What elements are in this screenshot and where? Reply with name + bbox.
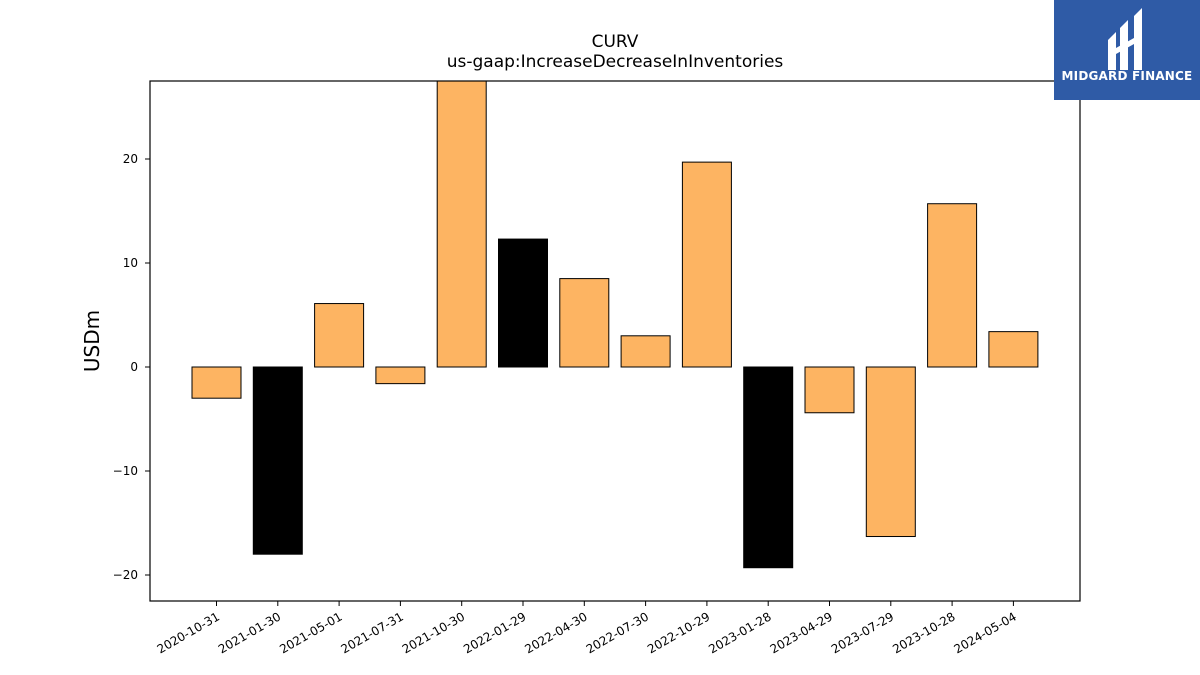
bar-2023-01-28 (743, 366, 794, 569)
bar-2022-10-29 (681, 161, 732, 368)
y-axis-label: USDm (80, 310, 104, 372)
x-tick-label: 2023-10-28 (890, 609, 957, 656)
y-tick-label: 20 (123, 152, 138, 166)
x-tick-label: 2021-05-01 (277, 609, 344, 656)
x-tick-label: 2022-04-30 (522, 609, 589, 656)
x-tick-label: 2023-07-29 (829, 609, 896, 656)
x-tick-label: 2023-01-28 (706, 609, 773, 656)
x-tick-label: 2023-04-29 (768, 609, 835, 656)
plot-frame (149, 80, 1081, 602)
bar-2023-10-28 (927, 203, 978, 368)
x-tick-label: 2022-07-30 (584, 609, 651, 656)
bar-2023-04-29 (804, 366, 855, 414)
chart-title: CURV (591, 32, 639, 52)
bar-2022-01-29 (498, 238, 548, 368)
x-tick-label: 2020-10-31 (155, 609, 222, 656)
chart-subtitle: us-gaap:IncreaseDecreaseInInventories (446, 52, 784, 72)
x-tick-label: 2024-05-04 (951, 609, 1018, 656)
y-tick-label: 10 (123, 256, 138, 270)
x-tick-label: 2021-07-31 (338, 609, 405, 656)
x-tick-label: 2022-01-29 (461, 609, 528, 656)
midgard-logo-icon (1108, 8, 1142, 70)
bar-2021-01-30 (252, 366, 303, 555)
bar-2020-10-31 (191, 366, 242, 399)
bar-2021-05-01 (314, 303, 365, 368)
y-tick-label: −10 (113, 464, 138, 478)
logo-text: MIDGARD FINANCE (1061, 69, 1193, 83)
bar-2022-04-30 (559, 278, 610, 368)
bar-2024-05-04 (988, 331, 1039, 368)
y-tick-label: −20 (113, 568, 138, 582)
x-tick-label: 2021-10-30 (400, 609, 467, 656)
midgard-finance-logo: MIDGARD FINANCE (1054, 0, 1200, 100)
bar-2023-07-29 (865, 366, 916, 538)
x-tick-label: 2022-10-29 (645, 609, 712, 656)
bar-2021-10-30 (436, 81, 487, 368)
bar-2021-07-31 (375, 366, 426, 385)
x-tick-label: 2021-01-30 (216, 609, 283, 656)
bar-2022-07-30 (620, 335, 671, 368)
y-tick-label: 0 (130, 360, 138, 374)
